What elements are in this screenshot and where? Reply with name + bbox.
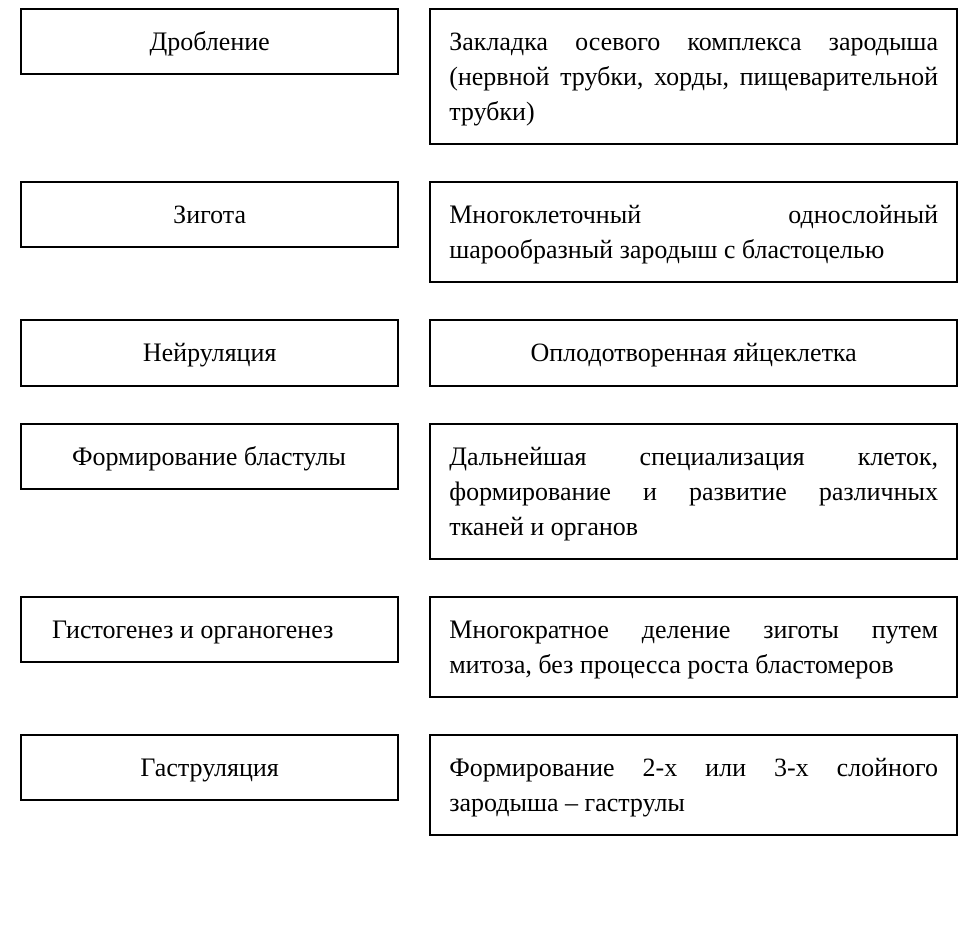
definition-label: Закладка осевого комплекса зародыша (нер…	[449, 24, 938, 129]
term-label: Дробление	[149, 24, 269, 59]
term-box-5: Гистогенез и органогенез	[20, 596, 399, 663]
definition-box-6: Формирование 2-х или 3-х слойного зароды…	[429, 734, 958, 836]
matching-diagram: Дробление Закладка осевого комплекса зар…	[20, 8, 958, 836]
definition-label: Формирование 2-х или 3-х слойного зароды…	[449, 750, 938, 820]
definition-box-1: Закладка осевого комплекса зародыша (нер…	[429, 8, 958, 145]
term-box-1: Дробление	[20, 8, 399, 75]
definition-box-5: Многократное деление зиготы путем митоза…	[429, 596, 958, 698]
definition-box-4: Дальнейшая специализация клеток, формиро…	[429, 423, 958, 560]
definition-label: Многоклеточный однослойный шарообразный …	[449, 197, 938, 267]
pair-row: Гистогенез и органогенез Многократное де…	[20, 596, 958, 698]
definition-box-2: Многоклеточный однослойный шарообразный …	[429, 181, 958, 283]
definition-label: Дальнейшая специализация клеток, формиро…	[449, 439, 938, 544]
term-label: Формирование бластулы	[72, 439, 346, 474]
definition-box-3: Оплодотворенная яйцеклетка	[429, 319, 958, 386]
pair-row: Гаструляция Формирование 2-х или 3-х сло…	[20, 734, 958, 836]
pair-row: Дробление Закладка осевого комплекса зар…	[20, 8, 958, 145]
term-label: Гистогенез и органогенез	[52, 612, 333, 647]
pair-row: Формирование бластулы Дальнейшая специал…	[20, 423, 958, 560]
term-box-2: Зигота	[20, 181, 399, 248]
term-label: Зигота	[173, 197, 246, 232]
pair-row: Нейруляция Оплодотворенная яйцеклетка	[20, 319, 958, 386]
term-box-3: Нейруляция	[20, 319, 399, 386]
term-label: Нейруляция	[143, 335, 276, 370]
term-label: Гаструляция	[140, 750, 278, 785]
term-box-6: Гаструляция	[20, 734, 399, 801]
term-box-4: Формирование бластулы	[20, 423, 399, 490]
definition-label: Оплодотворенная яйцеклетка	[530, 335, 856, 370]
pair-row: Зигота Многоклеточный однослойный шарооб…	[20, 181, 958, 283]
definition-label: Многократное деление зиготы путем митоза…	[449, 612, 938, 682]
